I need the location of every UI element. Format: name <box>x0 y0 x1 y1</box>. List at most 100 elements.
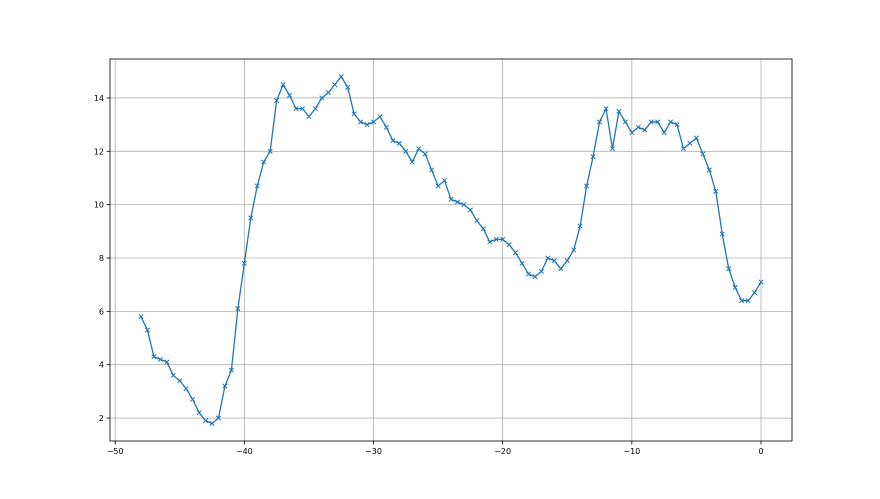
data-point-marker <box>513 250 519 256</box>
data-point-marker <box>286 92 293 98</box>
data-point-marker <box>609 146 616 152</box>
data-point-marker <box>700 151 706 157</box>
data-point-marker <box>306 114 312 120</box>
y-tick-label: 10 <box>94 201 104 210</box>
data-point-marker <box>429 167 435 173</box>
data-point-marker <box>170 372 176 378</box>
data-point-marker <box>254 183 260 189</box>
series-line <box>140 75 762 425</box>
data-point-marker <box>668 119 674 125</box>
data-point-marker <box>538 268 544 274</box>
axis-ticks: −50 −40 −30 −20 −10 0 2 4 6 8 10 12 14 <box>94 94 764 456</box>
data-point-marker <box>151 354 157 360</box>
data-point-marker <box>493 236 499 242</box>
x-tick-label: −30 <box>365 447 382 456</box>
data-point-marker <box>642 127 648 133</box>
data-point-marker <box>241 260 247 266</box>
data-point-marker <box>383 124 389 130</box>
data-point-marker <box>203 418 209 424</box>
data-point-marker <box>629 130 635 136</box>
data-point-marker <box>603 106 609 112</box>
data-point-marker <box>751 290 758 296</box>
data-point-marker <box>261 159 267 165</box>
data-point-marker <box>299 106 306 112</box>
data-point-marker <box>551 258 557 264</box>
data-point-marker <box>448 196 454 202</box>
data-point-marker <box>487 239 493 245</box>
data-point-marker <box>196 410 202 416</box>
data-point-marker <box>215 415 222 421</box>
data-point-marker <box>209 420 215 426</box>
data-point-marker <box>461 202 467 208</box>
data-point-marker <box>267 148 273 154</box>
x-tick-label: −40 <box>236 447 253 456</box>
data-point-marker <box>351 111 357 117</box>
data-point-marker <box>558 266 564 272</box>
data-point-marker <box>332 82 338 88</box>
data-point-marker <box>706 167 712 173</box>
data-point-marker <box>590 154 596 160</box>
data-point-marker <box>370 119 377 125</box>
data-point-marker <box>280 82 286 88</box>
data-point-marker <box>584 183 590 189</box>
data-point-marker <box>409 159 415 165</box>
data-point-marker <box>416 146 422 152</box>
data-point-marker <box>435 183 441 189</box>
gridlines <box>110 59 792 441</box>
data-point-marker <box>274 98 280 104</box>
data-point-marker <box>183 386 189 392</box>
data-point-marker <box>345 84 351 90</box>
data-point-marker <box>674 122 680 128</box>
y-tick-label: 4 <box>99 361 104 370</box>
x-tick-label: 0 <box>758 447 763 456</box>
data-point-marker <box>396 140 402 146</box>
data-point-marker <box>577 223 583 229</box>
x-tick-label: −10 <box>623 447 640 456</box>
data-point-marker <box>732 284 738 290</box>
data-point-marker <box>545 255 551 261</box>
data-point-marker <box>222 383 228 389</box>
data-point-marker <box>687 140 693 146</box>
data-point-marker <box>164 359 170 365</box>
data-point-marker <box>228 367 234 373</box>
data-point-marker <box>390 138 396 144</box>
data-point-marker <box>616 108 622 114</box>
data-point-marker <box>157 356 163 362</box>
y-tick-label: 8 <box>99 254 104 263</box>
data-point-marker <box>312 106 318 112</box>
data-point-marker <box>403 148 409 154</box>
data-point-marker <box>325 90 331 96</box>
y-tick-label: 14 <box>94 94 104 103</box>
data-point-marker <box>358 119 364 125</box>
axes-frame <box>109 58 793 442</box>
data-point-marker <box>739 298 745 304</box>
data-point-marker <box>190 396 196 402</box>
data-point-marker <box>622 119 628 125</box>
x-tick-label: −50 <box>107 447 124 456</box>
y-tick-label: 2 <box>99 414 104 423</box>
data-point-marker <box>177 378 183 384</box>
series-group <box>138 74 764 426</box>
data-point-marker <box>726 266 732 272</box>
data-point-marker <box>680 146 687 152</box>
data-point-marker <box>422 151 428 157</box>
data-point-marker <box>364 122 370 128</box>
data-point-marker <box>474 218 480 224</box>
data-point-marker <box>745 298 751 304</box>
data-point-marker <box>338 74 344 80</box>
data-point-marker <box>564 258 570 264</box>
data-point-marker <box>525 271 532 277</box>
data-point-marker <box>635 124 641 130</box>
data-point-marker <box>519 260 525 266</box>
data-point-marker <box>454 199 461 205</box>
data-point-marker <box>532 274 538 280</box>
data-point-marker <box>480 226 486 232</box>
data-point-marker <box>138 314 144 320</box>
data-point-marker <box>758 279 764 285</box>
data-point-marker <box>655 119 661 125</box>
data-point-marker <box>596 119 603 125</box>
data-point-marker <box>648 119 654 125</box>
data-point-marker <box>719 231 725 237</box>
data-point-marker <box>235 306 241 312</box>
